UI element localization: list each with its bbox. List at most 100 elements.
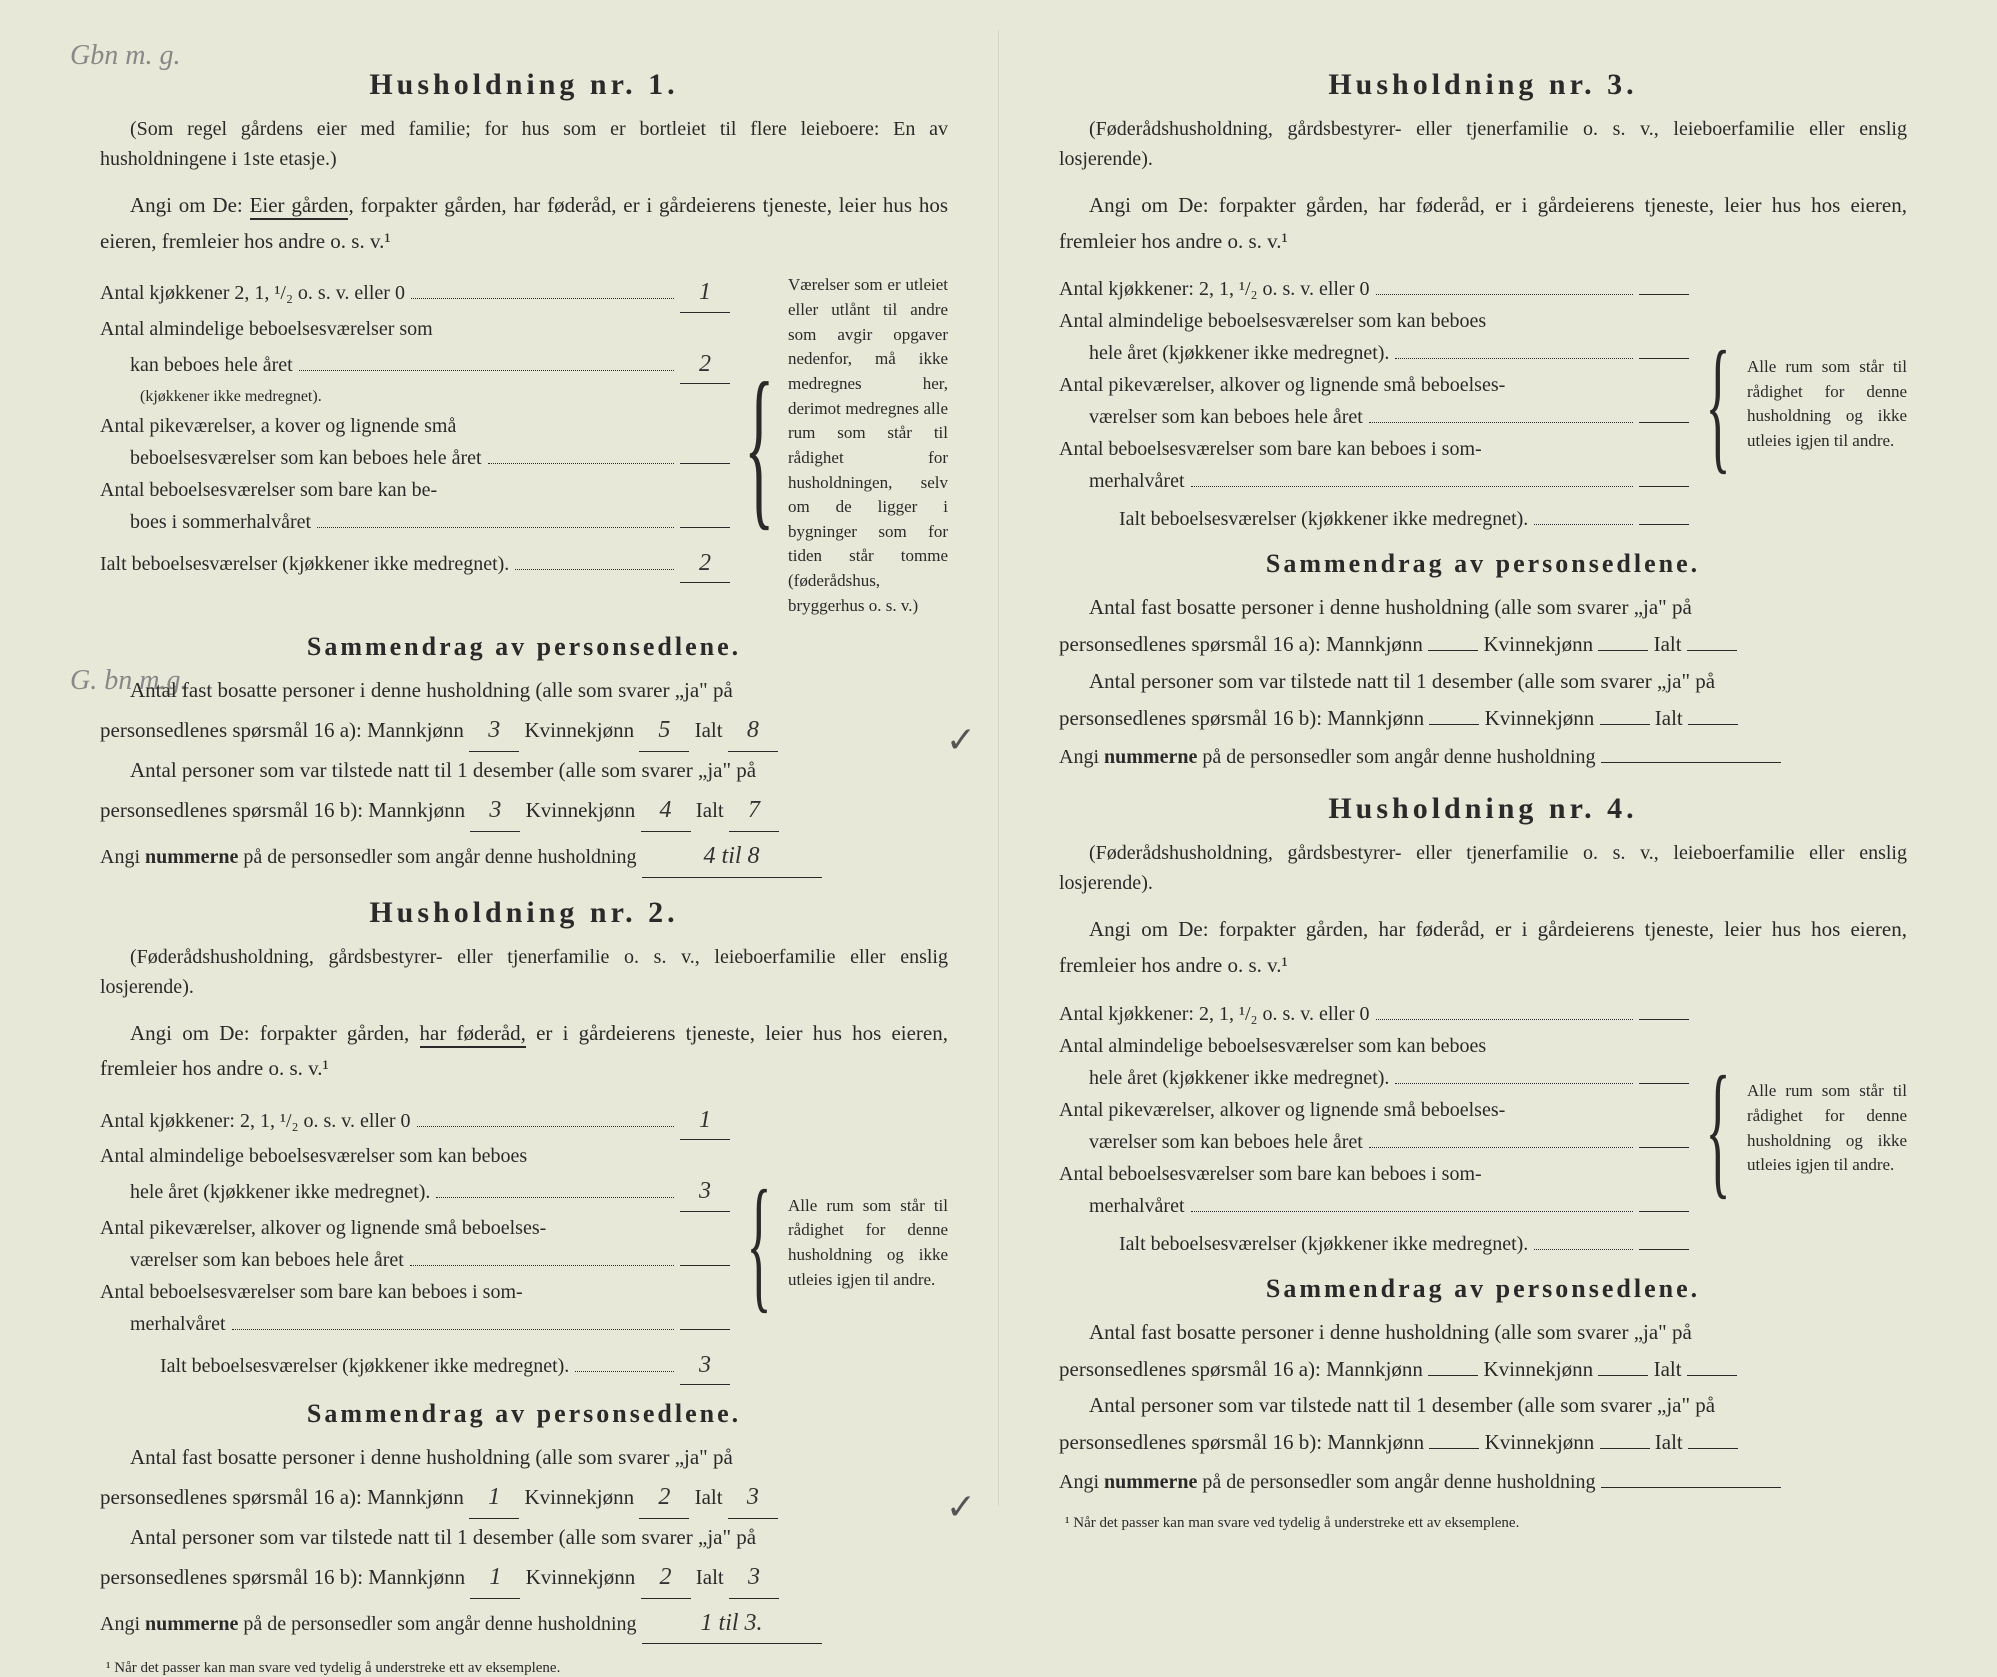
- i1-value: 8: [728, 709, 778, 752]
- pike-value: [1639, 1147, 1689, 1148]
- nums-line: Angi nummerne på de personsedler som ang…: [100, 1603, 948, 1645]
- alm-label-1: Antal almindelige beboelsesværelser som …: [100, 1140, 527, 1172]
- brace-icon: {: [1709, 273, 1727, 535]
- k1-value: [1598, 1375, 1648, 1376]
- angi-line: Angi om De: forpakter gården, har føderå…: [100, 1016, 948, 1087]
- ialt-value: 2: [680, 544, 730, 583]
- pike-label-1: Antal pikeværelser, alkover og lignende …: [1059, 1094, 1505, 1126]
- nums-line: Angi nummerne på de personsedler som ang…: [100, 836, 948, 878]
- alm-label-1: Antal almindelige beboelsesværelser som …: [1059, 305, 1486, 337]
- alm-label-2: hele året (kjøkkener ikke medregnet).: [1059, 1062, 1389, 1094]
- angi-underlined: Eier gården: [250, 193, 349, 220]
- summary-line-1: Antal fast bosatte personer i denne hush…: [100, 1439, 948, 1476]
- right-page: Husholdning nr. 3. (Føderådshusholdning,…: [999, 30, 1957, 1506]
- pike-label-1: Antal pikeværelser, alkover og lignende …: [100, 1212, 546, 1244]
- alm-value: [1639, 358, 1689, 359]
- angi-line: Angi om De: forpakter gården, har føderå…: [1059, 188, 1907, 259]
- household-2: Husholdning nr. 2. (Føderådshusholdning,…: [100, 896, 948, 1645]
- sommer-value: [680, 527, 730, 528]
- pike-value: [1639, 422, 1689, 423]
- kjokken-label: Antal kjøkkener 2, 1, ¹/₂ o. s. v. eller…: [100, 277, 405, 309]
- sommer-label-2: merhalvåret: [1059, 1190, 1185, 1222]
- sommer-label-2: boes i sommerhalvåret: [100, 506, 311, 538]
- household-title: Husholdning nr. 2.: [100, 896, 948, 930]
- checkmark-icon: ✓: [946, 1476, 976, 1539]
- kjokken-label: Antal kjøkkener: 2, 1, ¹/₂ o. s. v. elle…: [1059, 273, 1370, 305]
- alm-subnote: (kjøkkener ikke medregnet).: [100, 384, 730, 410]
- rooms-block: Antal kjøkkener: 2, 1, ¹/₂ o. s. v. elle…: [1059, 273, 1907, 535]
- i2-value: 3: [729, 1556, 779, 1599]
- pike-label-2: værelser som kan beboes hele året: [1059, 401, 1363, 433]
- ialt-label: Ialt beboelsesværelser (kjøkkener ikke m…: [160, 1350, 569, 1382]
- alm-label-2: hele året (kjøkkener ikke medregnet).: [1059, 337, 1389, 369]
- summary-line-2: Antal personer som var tilstede natt til…: [100, 752, 948, 789]
- rooms-left: Antal kjøkkener: 2, 1, ¹/₂ o. s. v. elle…: [100, 1101, 730, 1385]
- left-page: Gbn m. g. G. bn m.g. Husholdning nr. 1. …: [40, 30, 999, 1506]
- angi-line: Angi om De: forpakter gården, har føderå…: [1059, 912, 1907, 983]
- pike-label-1: Antal pikeværelser, alkover og lignende …: [1059, 369, 1505, 401]
- m2-value: [1429, 1448, 1479, 1449]
- kjokken-value: [1639, 1019, 1689, 1020]
- i2-value: 7: [729, 789, 779, 832]
- m1-value: [1428, 1375, 1478, 1376]
- summary-title: Sammendrag av personsedlene.: [1059, 1274, 1907, 1304]
- alm-value: [1639, 1083, 1689, 1084]
- rooms-block: Antal kjøkkener 2, 1, ¹/₂ o. s. v. eller…: [100, 273, 948, 618]
- pike-label-1: Antal pikeværelser, a kover og lignende …: [100, 410, 456, 442]
- rooms-sidenote: Værelser som er utleiet eller utlånt til…: [788, 273, 948, 618]
- summary-line-2: Antal personer som var tilstede natt til…: [1059, 1387, 1907, 1424]
- sommer-label-1: Antal beboelsesværelser som bare kan beb…: [1059, 1158, 1482, 1190]
- nums-line: Angi nummerne på de personsedler som ang…: [1059, 740, 1907, 774]
- angi-underlined: har føderåd,: [420, 1021, 526, 1048]
- nums-value: 4 til 8: [642, 836, 822, 878]
- k2-value: [1600, 724, 1650, 725]
- brace-icon: {: [1709, 998, 1727, 1260]
- household-4: Husholdning nr. 4. (Føderådshusholdning,…: [1059, 792, 1907, 1498]
- household-title: Husholdning nr. 3.: [1059, 68, 1907, 102]
- household-intro: (Føderådshusholdning, gårdsbestyrer- ell…: [100, 942, 948, 1002]
- brace-icon: {: [750, 1101, 768, 1385]
- sommer-label-2: merhalvåret: [1059, 465, 1185, 497]
- household-intro: (Føderådshusholdning, gårdsbestyrer- ell…: [1059, 838, 1907, 898]
- summary-line-2b: personsedlenes spørsmål 16 b): Mannkjønn…: [1059, 1424, 1907, 1461]
- alm-label-1: Antal almindelige beboelsesværelser som …: [1059, 1030, 1486, 1062]
- alm-label-2: kan beboes hele året: [100, 349, 293, 381]
- k1-value: [1598, 650, 1648, 651]
- rooms-sidenote: Alle rum som står til rådighet for denne…: [1747, 998, 1907, 1260]
- kjokken-value: 1: [680, 1101, 730, 1140]
- rooms-sidenote: Alle rum som står til rådighet for denne…: [1747, 273, 1907, 535]
- k2-value: [1600, 1448, 1650, 1449]
- rooms-left: Antal kjøkkener: 2, 1, ¹/₂ o. s. v. elle…: [1059, 273, 1689, 535]
- sommer-label-1: Antal beboelsesværelser som bare kan beb…: [1059, 433, 1482, 465]
- summary-line-1b: personsedlenes spørsmål 16 a): Mannkjønn…: [1059, 1351, 1907, 1388]
- pike-label-2: beboelsesværelser som kan beboes hele år…: [100, 442, 482, 474]
- sommer-value: [1639, 1211, 1689, 1212]
- rooms-left: Antal kjøkkener: 2, 1, ¹/₂ o. s. v. elle…: [1059, 998, 1689, 1260]
- m1-value: [1428, 650, 1478, 651]
- summary-line-2: Antal personer som var tilstede natt til…: [1059, 663, 1907, 700]
- sommer-label-1: Antal beboelsesværelser som bare kan beb…: [100, 1276, 523, 1308]
- alm-value: 3: [680, 1172, 730, 1211]
- m2-value: [1429, 724, 1479, 725]
- angi-line: Angi om De: Eier gården, forpakter gårde…: [100, 188, 948, 259]
- household-intro: (Føderådshusholdning, gårdsbestyrer- ell…: [1059, 114, 1907, 174]
- checkmark-icon: ✓: [946, 709, 976, 772]
- nums-line: Angi nummerne på de personsedler som ang…: [1059, 1465, 1907, 1499]
- k1-value: 5: [639, 709, 689, 752]
- ialt-value: [1639, 524, 1689, 525]
- summary-line-1b: personsedlenes spørsmål 16 a): Mannkjønn…: [100, 1476, 948, 1519]
- nums-value: [1601, 762, 1781, 763]
- summary-title: Sammendrag av personsedlene.: [100, 1399, 948, 1429]
- rooms-block: Antal kjøkkener: 2, 1, ¹/₂ o. s. v. elle…: [100, 1101, 948, 1385]
- summary-line-1b: personsedlenes spørsmål 16 a): Mannkjønn…: [1059, 626, 1907, 663]
- sommer-value: [680, 1329, 730, 1330]
- i1-value: [1687, 650, 1737, 651]
- summary-line-1: Antal fast bosatte personer i denne hush…: [100, 672, 948, 709]
- household-title: Husholdning nr. 4.: [1059, 792, 1907, 826]
- summary-line-2b: personsedlenes spørsmål 16 b): Mannkjønn…: [100, 1556, 948, 1599]
- household-3: Husholdning nr. 3. (Føderådshusholdning,…: [1059, 68, 1907, 774]
- k2-value: 2: [641, 1556, 691, 1599]
- summary-line-1: Antal fast bosatte personer i denne hush…: [1059, 1314, 1907, 1351]
- rooms-block: Antal kjøkkener: 2, 1, ¹/₂ o. s. v. elle…: [1059, 998, 1907, 1260]
- summary-line-2b: personsedlenes spørsmål 16 b): Mannkjønn…: [100, 789, 948, 832]
